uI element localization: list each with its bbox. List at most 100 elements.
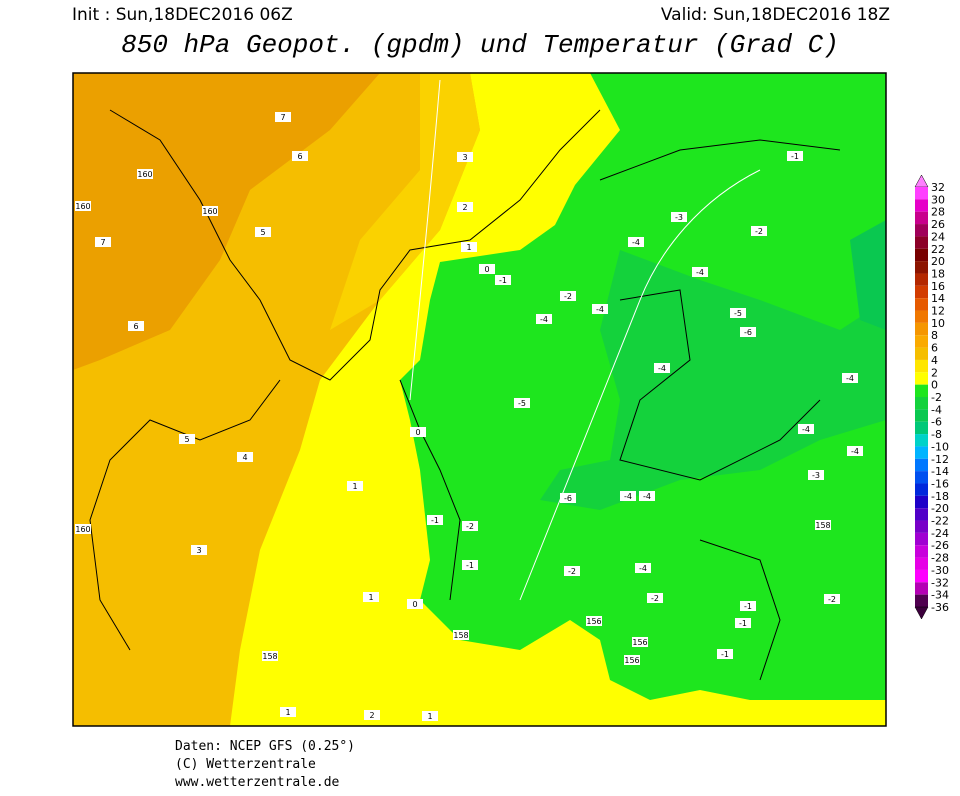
contour-label: -1 xyxy=(466,561,474,570)
legend-top-arrow xyxy=(914,174,929,188)
label-box xyxy=(815,520,831,530)
label-box xyxy=(275,112,291,122)
region-dark-orange xyxy=(73,73,380,370)
legend-swatch xyxy=(915,483,928,496)
legend-label: 18 xyxy=(931,267,945,280)
label-box xyxy=(410,427,426,437)
contour-label: 160 xyxy=(75,202,90,211)
label-box xyxy=(842,373,858,383)
legend-swatch xyxy=(915,211,928,225)
label-box xyxy=(735,618,751,628)
label-box xyxy=(407,599,423,609)
label-box xyxy=(654,363,670,373)
contour-label: -4 xyxy=(802,425,810,434)
legend-swatch xyxy=(915,310,928,323)
contour-label: -2 xyxy=(828,595,836,604)
geopotential-contours xyxy=(409,79,761,601)
legend-swatch xyxy=(915,446,928,459)
label-box xyxy=(740,327,756,337)
footer-line: Daten: NCEP GFS (0.25°) xyxy=(175,739,355,754)
region-mid-green xyxy=(540,250,886,510)
label-box xyxy=(647,593,663,603)
legend-swatch xyxy=(915,384,928,397)
legend-swatch xyxy=(915,273,928,286)
contour-label: -1 xyxy=(431,516,439,525)
label-box xyxy=(639,491,655,501)
legend-label: 4 xyxy=(931,354,938,367)
label-box xyxy=(586,616,602,626)
contour-label: 2 xyxy=(462,203,467,212)
contour-label: 160 xyxy=(202,207,217,216)
label-box xyxy=(179,434,195,444)
map-frame xyxy=(72,72,887,727)
legend-swatch xyxy=(915,495,928,509)
label-box xyxy=(798,424,814,434)
label-box xyxy=(364,710,380,720)
label-box xyxy=(787,151,803,161)
label-box xyxy=(824,594,840,604)
label-box xyxy=(347,481,363,491)
label-box xyxy=(462,560,478,570)
legend-label: -32 xyxy=(931,576,949,589)
legend-label: 6 xyxy=(931,342,938,355)
legend-swatch xyxy=(915,248,928,262)
legend-swatch xyxy=(915,434,928,447)
legend-label: 30 xyxy=(931,193,945,206)
title: 850 hPa Geopot. (gpdm) und Temperatur (G… xyxy=(121,30,839,60)
legend-label: -14 xyxy=(931,465,949,478)
label-box xyxy=(564,566,580,576)
legend-label: 0 xyxy=(931,379,938,392)
legend-swatch xyxy=(915,471,928,484)
contour-label: 0 xyxy=(412,600,417,609)
contour-label: -3 xyxy=(675,213,683,222)
label-box xyxy=(847,446,863,456)
label-box xyxy=(730,308,746,318)
label-box xyxy=(237,452,253,462)
label-box xyxy=(514,398,530,408)
label-box xyxy=(560,291,576,301)
contour-label: -4 xyxy=(658,364,666,373)
valid-time: Valid: Sun,18DEC2016 18Z xyxy=(661,5,890,25)
legend-label: -18 xyxy=(931,490,949,503)
label-box xyxy=(620,491,636,501)
contour-label: -5 xyxy=(734,309,742,318)
contour-label: 0 xyxy=(484,265,489,274)
legend-label: 12 xyxy=(931,305,945,318)
label-box xyxy=(363,592,379,602)
legend-label: -26 xyxy=(931,539,949,552)
label-box xyxy=(462,521,478,531)
label-box xyxy=(457,202,473,212)
legend-label: 28 xyxy=(931,206,945,219)
contour-label: -4 xyxy=(643,492,651,501)
legend-swatch xyxy=(915,372,928,385)
label-box xyxy=(262,651,278,661)
legend-swatch xyxy=(915,557,928,570)
contour-label: 6 xyxy=(133,322,138,331)
contour-label: 1 xyxy=(427,712,432,721)
contour-label: -4 xyxy=(639,564,647,573)
label-box xyxy=(128,321,144,331)
legend-swatch xyxy=(915,569,928,583)
label-box xyxy=(280,707,296,717)
legend-label: -22 xyxy=(931,515,949,528)
label-box xyxy=(536,314,552,324)
legend-label: 2 xyxy=(931,366,938,379)
legend-label: -30 xyxy=(931,564,949,577)
legend-swatch xyxy=(915,335,928,348)
legend-swatch xyxy=(915,285,928,299)
legend-bottom-arrow xyxy=(914,606,929,620)
legend-swatch xyxy=(915,397,928,410)
contour-label: -2 xyxy=(568,567,576,576)
label-box xyxy=(624,655,640,665)
label-box xyxy=(461,242,477,252)
contour-label: 7 xyxy=(280,113,285,122)
label-box xyxy=(95,237,111,247)
contour-label: -6 xyxy=(744,328,752,337)
contour-label: -2 xyxy=(466,522,474,531)
contour-label: 1 xyxy=(466,243,471,252)
contour-label: -3 xyxy=(812,471,820,480)
contour-label: -4 xyxy=(596,305,604,314)
label-box xyxy=(560,493,576,503)
footer-line: (C) Wetterzentrale xyxy=(175,757,316,772)
